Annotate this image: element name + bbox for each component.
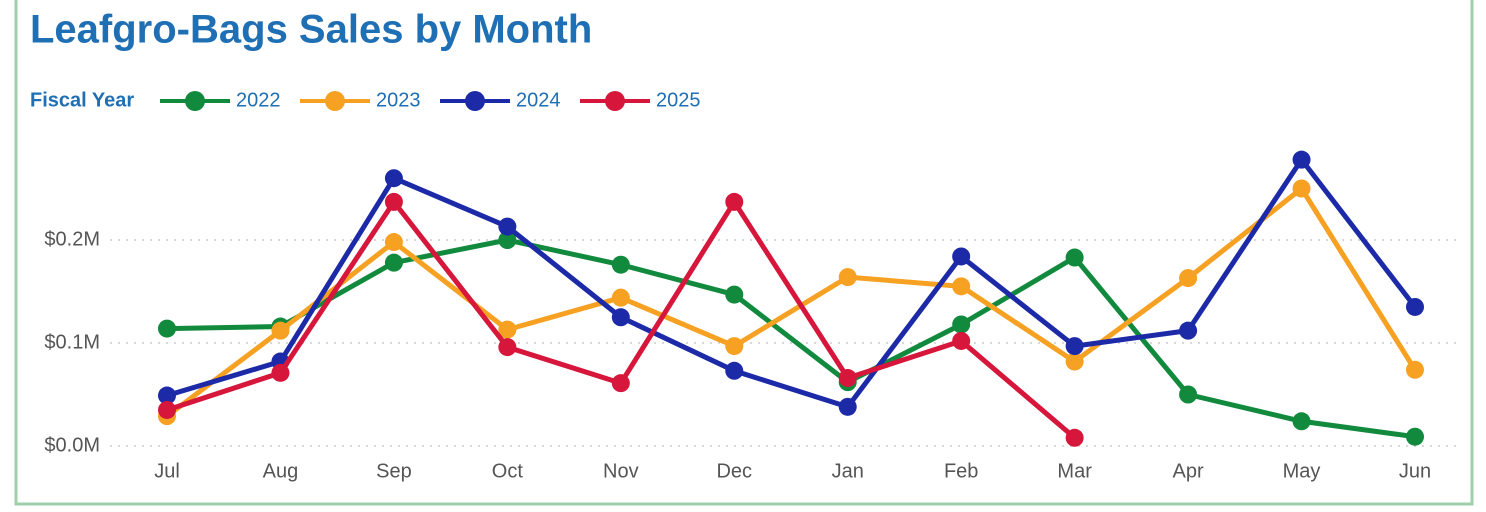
legend-label: 2025 [656,89,701,111]
point [1292,150,1311,169]
point [498,338,517,357]
y-tick-label: $0.1M [44,331,100,353]
point [952,315,971,334]
x-tick-label: Mar [1057,460,1092,482]
point [158,400,176,419]
point [1292,179,1311,198]
point [158,319,176,338]
point [1179,321,1198,340]
y-tick-label: $0.0M [44,434,100,456]
x-tick-label: Oct [492,460,524,482]
x-tick-label: Aug [263,460,299,482]
point [158,386,176,405]
legend-label: 2022 [236,89,281,111]
x-tick-label: Feb [944,460,978,482]
point [611,308,630,327]
point [1179,385,1198,404]
point [952,247,971,266]
y-tick-label: $0.2M [44,228,100,250]
point [611,288,630,307]
x-tick-label: Nov [603,460,639,482]
legend-marker [185,91,205,111]
point [838,369,857,388]
point [838,268,857,287]
point [725,285,744,304]
legend-label: 2024 [516,89,561,111]
frame [14,0,1474,506]
point [611,255,630,274]
point [838,397,857,416]
point [1406,297,1424,316]
chart-title: Leafgro-Bags Sales by Month [30,8,592,52]
legend-label: 2023 [376,89,421,111]
point [1065,428,1084,447]
point [1065,337,1084,356]
point [271,321,290,340]
x-tick-label: Jul [154,460,180,482]
point [725,192,744,211]
series-line [166,157,1417,410]
point [271,363,290,382]
legend-marker [325,91,345,111]
point [384,169,403,188]
x-tick-label: Jan [832,460,864,482]
point [1065,248,1084,267]
point [952,277,971,296]
series-line [165,186,1418,419]
point [384,233,403,252]
legend-title: Fiscal Year [30,89,134,111]
point [498,231,517,249]
point [1065,352,1084,371]
point [384,253,403,272]
point [498,320,517,339]
x-tick-label: Apr [1173,460,1204,482]
point [1406,427,1424,446]
point [725,337,744,356]
x-tick-label: Jun [1399,460,1431,482]
point [498,217,517,236]
series-line [166,237,1416,440]
point [384,192,403,211]
legend-marker [605,91,625,111]
point [611,374,630,393]
x-tick-label: May [1283,460,1321,482]
legend-marker [465,91,485,111]
point [1292,412,1311,431]
x-tick-label: Sep [376,460,412,482]
x-tick-label: Dec [716,460,752,482]
point [1179,269,1198,288]
point [725,361,744,380]
point [952,331,971,350]
point [1406,360,1424,379]
